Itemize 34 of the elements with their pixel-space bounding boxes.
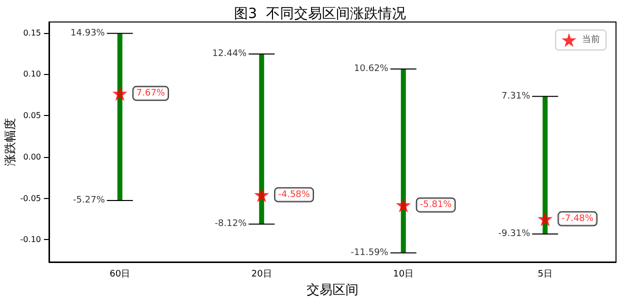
point bbox=[396, 197, 411, 212]
annotation: 12.44% bbox=[212, 48, 248, 59]
y-axis-title: 涨跌幅度 bbox=[3, 118, 17, 166]
data-label: -7.48% bbox=[562, 214, 594, 224]
annotation: 7.31% bbox=[502, 91, 531, 102]
data-label: -5.81% bbox=[420, 200, 452, 210]
bar bbox=[400, 69, 406, 253]
point bbox=[112, 86, 128, 101]
data-label: -4.58% bbox=[278, 190, 310, 200]
bar bbox=[117, 33, 122, 201]
x-axis-title: 交易区间 bbox=[306, 282, 358, 298]
point bbox=[538, 211, 553, 226]
annotation: -5.27% bbox=[73, 196, 106, 206]
bar bbox=[259, 54, 264, 224]
legend-label: 当前 bbox=[582, 34, 600, 45]
y-tick-label: -0.10 bbox=[20, 235, 41, 244]
point bbox=[254, 187, 270, 202]
bar bbox=[542, 96, 548, 234]
y-tick-label: 0.10 bbox=[23, 70, 41, 79]
annotation: 10.62% bbox=[354, 64, 389, 74]
data-label: 7.67% bbox=[136, 88, 166, 98]
x-tick-label: 60日 bbox=[110, 270, 130, 280]
y-tick-label: -0.05 bbox=[20, 194, 41, 203]
y-tick-label: 0.00 bbox=[23, 152, 41, 162]
y-tick-label: 0.05 bbox=[23, 111, 41, 120]
annotation: -8.12% bbox=[214, 219, 248, 230]
x-tick-label: 5日 bbox=[538, 270, 552, 280]
y-tick-label: 0.15 bbox=[23, 28, 41, 38]
annotation: -11.59% bbox=[350, 248, 389, 258]
x-tick-label: 10日 bbox=[393, 270, 414, 280]
chart-title: 图3 不同交易区间涨跌情况 bbox=[234, 6, 406, 22]
x-tick-label: 20日 bbox=[251, 270, 272, 280]
annotation: 14.93% bbox=[70, 28, 106, 38]
annotation: -9.31% bbox=[498, 228, 531, 239]
